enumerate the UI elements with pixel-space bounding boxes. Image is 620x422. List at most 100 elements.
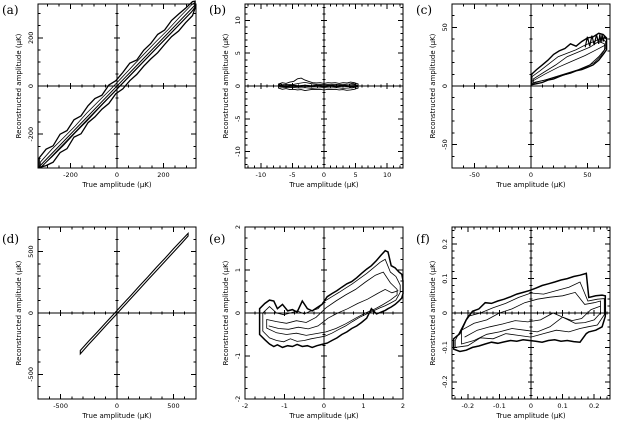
contour-series [531, 44, 606, 82]
y-tick-label: -500 [27, 367, 35, 382]
x-tick-label: 0.1 [557, 402, 567, 410]
panel-letter: (f) [416, 232, 430, 246]
chart-(e): -2 -1 0 1 2 -2 -1 0 1 2 True amplitude (µK) Reconst… [209, 225, 405, 420]
axes-box [244, 226, 404, 400]
x-tick-label: -10 [255, 171, 266, 179]
y-tick-label: -10 [234, 146, 242, 157]
x-tick-label: 5 [354, 171, 358, 179]
y-tick-label: -2 [234, 396, 242, 402]
contour-series [464, 305, 601, 338]
x-tick-label: 50 [583, 171, 591, 179]
x-tick-label: -2 [242, 402, 248, 410]
x-tick-label: -0.2 [461, 402, 474, 410]
y-tick-label: -0.2 [441, 375, 449, 388]
x-tick-label: 200 [157, 171, 169, 179]
contour-series [532, 41, 605, 83]
contour-series [38, 4, 196, 168]
x-tick-label: 0 [322, 171, 326, 179]
x-tick-label: -200 [63, 171, 78, 179]
contour-series [584, 34, 607, 48]
y-tick-label: 2 [234, 225, 242, 229]
contour-series [278, 77, 359, 92]
panel-c: -50 0 50 -50 0 50 True amplitude (µK) Reconstru… [414, 0, 620, 211]
y-tick-label: 5 [234, 51, 242, 55]
y-tick-label: 50 [441, 23, 449, 31]
x-tick-label: 1 [361, 402, 365, 410]
y-tick-label: 0 [27, 84, 35, 88]
contour-series [531, 37, 606, 85]
x-tick-label: 2 [401, 402, 405, 410]
y-tick-label: 500 [27, 245, 35, 257]
contour-series [461, 291, 601, 345]
y-tick-label: 0.1 [441, 273, 449, 283]
x-tick-label: 10 [383, 171, 391, 179]
y-axis-title: Reconstructed amplitude (µK) [15, 260, 23, 365]
x-tick-label: 0 [115, 171, 119, 179]
contour-series [454, 281, 605, 348]
y-tick-label: -5 [234, 116, 242, 122]
y-tick-label: 0.2 [441, 239, 449, 249]
axes-box [451, 3, 611, 169]
y-tick-label: -50 [441, 139, 449, 150]
x-axis-title: True amplitude (µK) [288, 181, 358, 189]
contour-series [278, 83, 283, 87]
contour-series [79, 232, 189, 356]
x-tick-label: -50 [469, 171, 480, 179]
contour-series [258, 249, 404, 349]
contour-series [268, 288, 399, 330]
x-axis-title: True amplitude (µK) [81, 181, 151, 189]
panel-letter: (a) [2, 3, 19, 17]
y-tick-label: 0 [441, 311, 449, 315]
contour-series [266, 271, 398, 336]
panel-letter: (d) [2, 232, 19, 246]
contour-series [452, 272, 607, 353]
contour-series [262, 258, 401, 343]
panel-letter: (e) [209, 232, 225, 246]
chart-(a): -200 0 200 -200 0 200 True amplitude (µK) Recon… [2, 0, 197, 189]
x-tick-label: 0 [322, 402, 326, 410]
x-axis-title: True amplitude (µK) [81, 412, 151, 420]
x-tick-label: 0.2 [589, 402, 599, 410]
x-tick-label: -0.1 [493, 402, 506, 410]
x-tick-label: -1 [281, 402, 287, 410]
x-axis-title: True amplitude (µK) [495, 181, 565, 189]
contour-series [42, 7, 196, 167]
x-tick-label: 0 [529, 171, 533, 179]
y-tick-label: 1 [234, 268, 242, 272]
contour-series [38, 0, 196, 169]
contour-series [278, 84, 359, 88]
y-tick-label: 200 [27, 32, 35, 44]
x-tick-label: 0 [115, 402, 119, 410]
axes-box [451, 226, 611, 400]
panel-letter: (c) [416, 3, 432, 17]
x-tick-label: 0 [529, 402, 533, 410]
chart-(d): -500 0 500 -500 0 500 True amplitude (µK) Recon… [2, 226, 197, 420]
y-tick-label: -1 [234, 353, 242, 359]
x-axis-title: True amplitude (µK) [288, 412, 358, 420]
panel-a: -200 0 200 -200 0 200 True amplitude (µK) Recon… [0, 0, 207, 211]
contour-series [349, 82, 356, 89]
panel-b: -10 -5 0 5 10 -10 -5 0 5 10 True amplitude (µK) Rec… [207, 0, 414, 211]
x-tick-label: 500 [167, 402, 179, 410]
y-tick-label: 0 [441, 84, 449, 88]
chart-(f): -0.2 -0.1 0 0.1 0.2 -0.2 -0.1 0 0.1 0.2 True ampli… [416, 226, 611, 420]
y-axis-title: Reconstructed amplitude (µK) [222, 33, 230, 138]
y-axis-title: Reconstructed amplitude (µK) [429, 260, 437, 365]
y-tick-label: 0 [234, 311, 242, 315]
chart-(b): -10 -5 0 5 10 -10 -5 0 5 10 True amplitude (µK) Rec… [209, 3, 404, 189]
contour-series [530, 32, 608, 86]
y-tick-label: 0 [27, 311, 35, 315]
x-tick-label: -5 [289, 171, 295, 179]
y-axis-title: Reconstructed amplitude (µK) [15, 33, 23, 138]
y-tick-label: 0 [234, 84, 242, 88]
y-axis-title: Reconstructed amplitude (µK) [222, 260, 230, 365]
chart-(c): -50 0 50 -50 0 50 True amplitude (µK) Reconstru… [416, 3, 611, 189]
panel-letter: (b) [209, 3, 226, 17]
y-tick-label: -0.1 [441, 341, 449, 354]
y-axis-title: Reconstructed amplitude (µK) [429, 33, 437, 138]
panel-f: -0.2 -0.1 0 0.1 0.2 -0.2 -0.1 0 0.1 0.2 True ampli… [414, 211, 620, 422]
panel-e: -2 -1 0 1 2 -2 -1 0 1 2 True amplitude (µK) Reconst… [207, 211, 414, 422]
panel-d: -500 0 500 -500 0 500 True amplitude (µK) Recon… [0, 211, 207, 422]
y-tick-label: -200 [27, 127, 35, 142]
